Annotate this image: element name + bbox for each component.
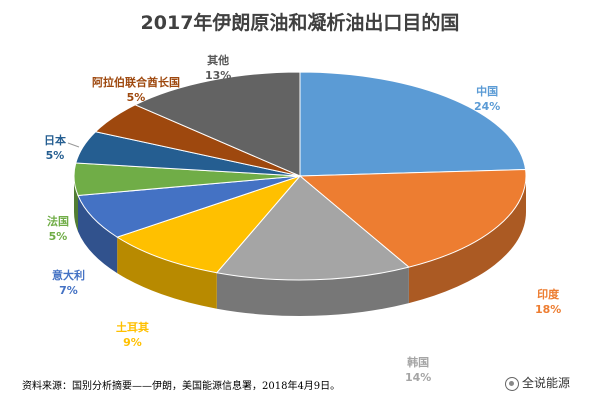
data-label-name: 阿拉伯联合酋长国 <box>92 76 180 89</box>
slice-1 <box>298 168 527 268</box>
data-label: 法国 5% <box>47 214 69 244</box>
leader-line <box>67 142 80 148</box>
slice-1-side <box>408 176 526 304</box>
data-label-value: 5% <box>45 149 65 162</box>
chart-title: 2017年伊朗原油和凝析油出口目的国 <box>140 12 460 34</box>
data-label: 中国 24% <box>474 84 500 114</box>
data-label-value: 9% <box>123 336 142 349</box>
data-label-name: 土耳其 <box>116 321 149 334</box>
data-label-value: 5% <box>126 91 146 104</box>
data-label-name: 意大利 <box>52 269 85 282</box>
watermark-text: 全说能源 <box>522 376 571 390</box>
data-label: 意大利 7% <box>52 268 85 298</box>
data-label-value: 13% <box>205 69 232 82</box>
wechat-icon <box>505 376 519 391</box>
data-label-value: 5% <box>48 230 68 243</box>
data-label: 其他 13% <box>205 53 231 83</box>
slice-8 <box>134 71 301 177</box>
data-label-name: 法国 <box>47 215 69 228</box>
data-label-value: 24% <box>474 100 501 113</box>
data-label-value: 7% <box>59 284 78 297</box>
data-label-name: 中国 <box>476 85 499 98</box>
slice-5-side <box>74 176 79 232</box>
data-label-value: 14% <box>405 371 432 384</box>
data-label-name: 韩国 <box>407 356 430 369</box>
slice-0 <box>299 71 527 177</box>
data-label: 土耳其 9% <box>116 320 149 350</box>
slice-2-side <box>216 267 409 316</box>
data-label-value: 18% <box>535 303 562 316</box>
slice-3 <box>116 174 302 274</box>
slice-3-side <box>117 237 217 309</box>
slice-2 <box>215 175 410 281</box>
data-label-name: 印度 <box>537 288 560 301</box>
data-label-name: 其他 <box>207 54 230 67</box>
source-note: 资料来源：国别分析摘要——伊朗，美国能源信息署，2018年4月9日。 <box>22 381 341 392</box>
watermark: 全说能源 <box>505 374 570 391</box>
data-label: 印度 18% <box>535 287 561 317</box>
data-label: 阿拉伯联合酋长国 5% <box>92 75 180 105</box>
data-label: 韩国 14% <box>405 355 431 385</box>
data-label: 日本 5% <box>44 133 66 163</box>
data-label-name: 日本 <box>44 134 66 147</box>
slice-4-side <box>78 195 118 274</box>
